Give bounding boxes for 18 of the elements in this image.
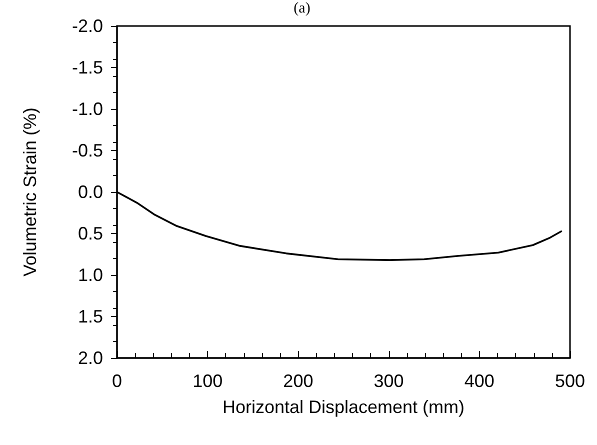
- x-tick-label: 200: [283, 371, 314, 391]
- y-axis-title: Volumetric Strain (%): [20, 107, 40, 277]
- y-tick-label: 0.0: [78, 182, 103, 202]
- y-tick-label: 1.5: [78, 306, 103, 326]
- y-tick-label: -1.5: [72, 58, 103, 78]
- y-tick-label: 1.0: [78, 265, 103, 285]
- y-tick-label: 2.0: [78, 348, 103, 368]
- x-tick-label: 100: [192, 371, 223, 391]
- y-tick-label: -1.0: [72, 99, 103, 119]
- y-tick-label: -0.5: [72, 140, 103, 160]
- x-tick-label: 0: [112, 371, 122, 391]
- x-tick-label: 500: [554, 371, 586, 391]
- x-tick-label: 400: [464, 371, 494, 391]
- chart-title: (a): [294, 0, 310, 16]
- x-tick-label: 300: [374, 371, 404, 391]
- x-axis-title: Horizontal Displacement (mm): [222, 397, 465, 417]
- y-tick-label: -2.0: [72, 16, 103, 36]
- y-tick-label: 0.5: [78, 224, 103, 244]
